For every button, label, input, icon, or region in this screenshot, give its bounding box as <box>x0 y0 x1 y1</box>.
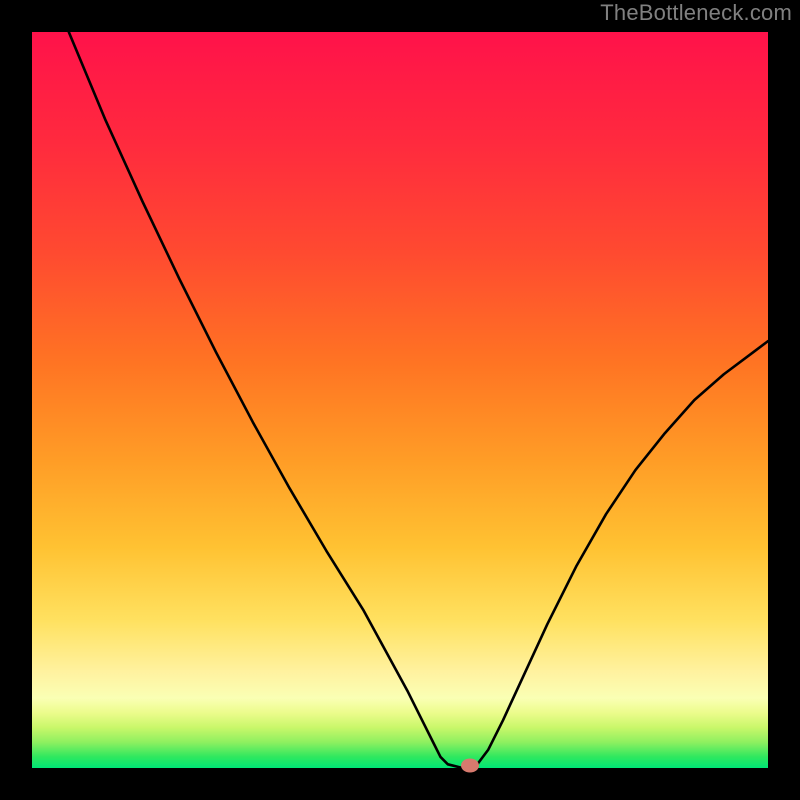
marker-icon <box>461 759 479 773</box>
bottleneck-chart <box>0 0 800 800</box>
gradient-background <box>32 32 768 768</box>
watermark-label: TheBottleneck.com <box>600 0 792 26</box>
optimal-point-marker <box>461 759 479 778</box>
